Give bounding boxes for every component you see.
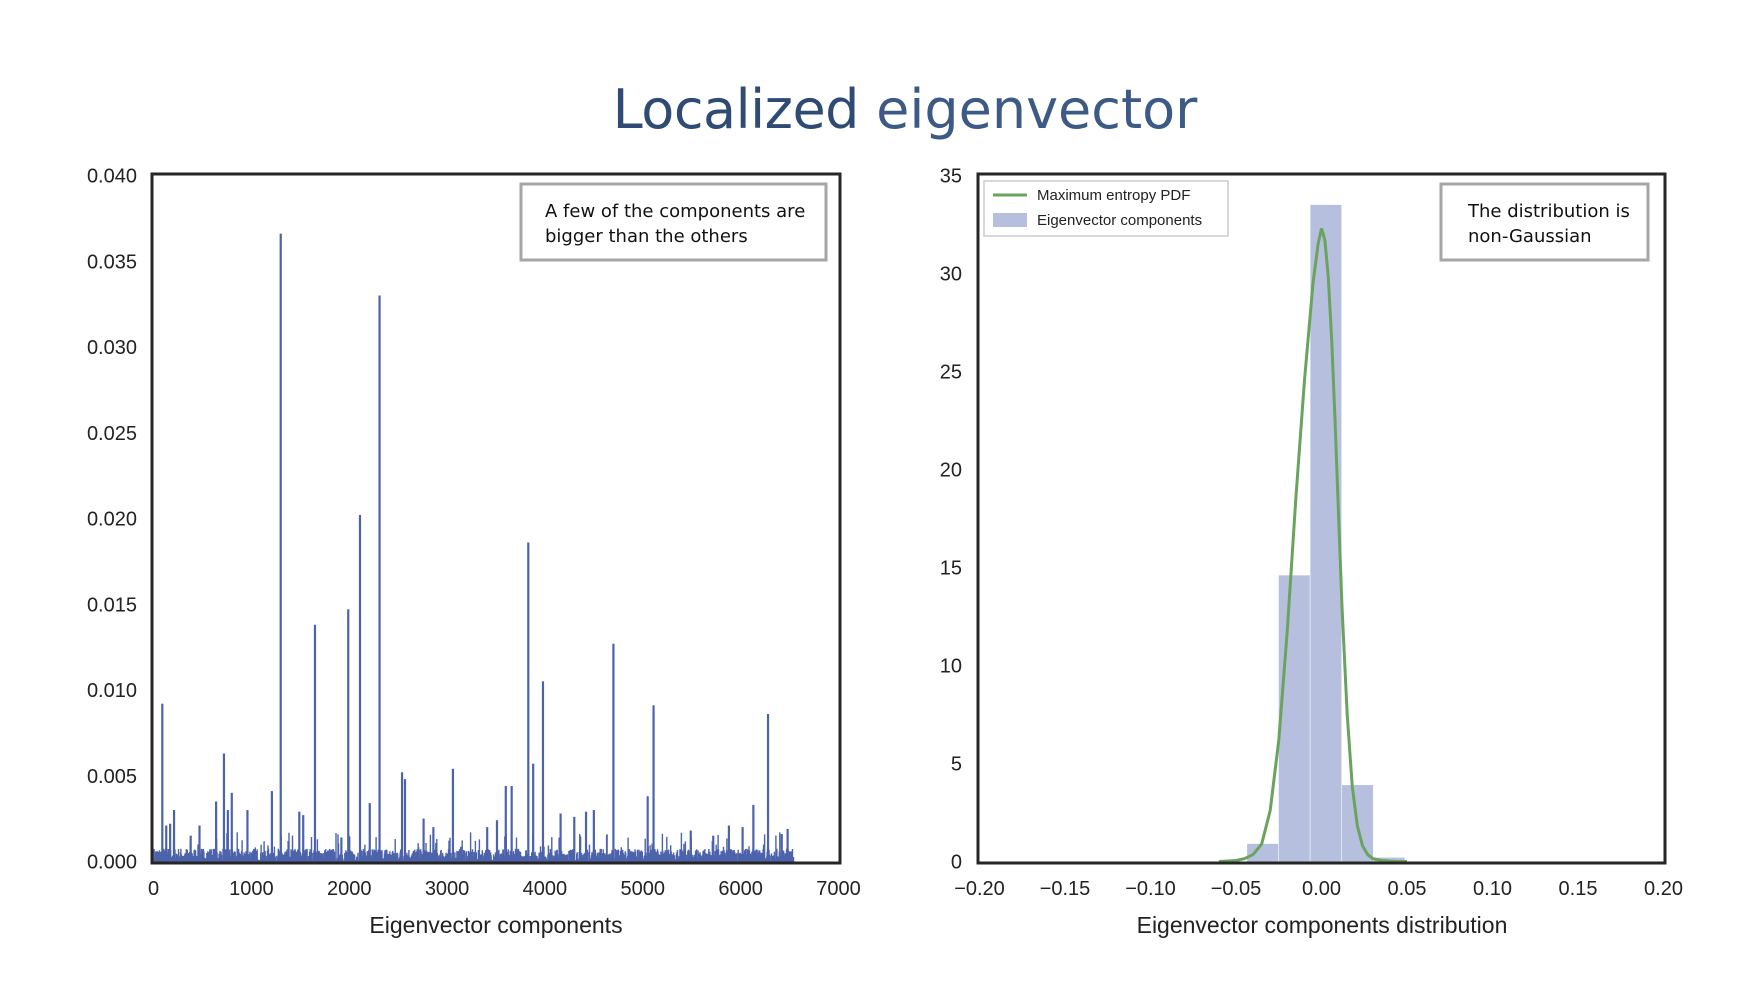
left-annotation-line-1: A few of the components are [545, 201, 805, 222]
title-strong: Localized [612, 78, 860, 141]
pdf-curve [1218, 227, 1407, 863]
right-x-tick-label: −0.20 [954, 878, 1005, 900]
right-y-tick-label: 10 [940, 656, 962, 678]
histogram-bar [1247, 843, 1279, 862]
right-y-tick-label: 5 [951, 754, 962, 776]
left-x-tick-label: 0 [148, 878, 159, 900]
left-x-tick-label: 5000 [621, 878, 666, 900]
legend-hist-label: Eigenvector components [1037, 212, 1202, 229]
left-y-tick-label: 0.030 [87, 337, 137, 359]
left-y-tick-label: 0.000 [87, 852, 137, 874]
right-y-tick-label: 25 [940, 362, 962, 384]
right-plot-frame [976, 172, 1667, 865]
left-x-tick-label: 2000 [327, 878, 372, 900]
right-x-tick-label: −0.05 [1211, 878, 1262, 900]
right-x-tick-label: 0.00 [1302, 878, 1341, 900]
histogram-bar [1373, 857, 1405, 862]
left-y-tick-label: 0.020 [87, 509, 137, 531]
left-y-tick-label: 0.025 [87, 423, 137, 445]
right-x-tick-label: 0.10 [1473, 878, 1512, 900]
left-y-tick-label: 0.040 [87, 166, 137, 188]
right-annotation-line-2: non-Gaussian [1468, 226, 1592, 247]
right-x-tick-label: 0.20 [1644, 878, 1683, 900]
right-y-tick-label: 35 [940, 166, 962, 188]
left-y-ticks: 0.000 0.005 0.010 0.015 0.020 0.025 0.030 0.035… [87, 166, 137, 874]
right-plot: 0 5 10 15 20 25 30 35 −0.20 −0.15 −0.10 −0.05 0.00 0… [940, 166, 1683, 939]
legend-pdf-label: Maximum entropy PDF [1037, 187, 1190, 204]
legend: Maximum entropy PDF Eigenvector componen… [983, 180, 1229, 237]
right-x-ticks: −0.20 −0.15 −0.10 −0.05 0.00 0.05 0.10 0.15 0.20 [954, 878, 1683, 900]
histogram-bar [1310, 204, 1342, 862]
left-plot-frame [150, 172, 842, 865]
left-x-ticks: 0 1000 2000 3000 4000 5000 6000 7000 [148, 878, 861, 900]
right-x-tick-label: −0.10 [1125, 878, 1176, 900]
left-y-tick-label: 0.010 [87, 680, 137, 702]
left-x-tick-label: 4000 [523, 878, 568, 900]
left-x-tick-label: 7000 [816, 878, 861, 900]
title-light: eigenvector [858, 78, 1198, 141]
left-y-tick-label: 0.035 [87, 251, 137, 273]
legend-hist-swatch [993, 213, 1027, 227]
left-x-tick-label: 1000 [229, 878, 274, 900]
right-y-ticks: 0 5 10 15 20 25 30 35 [940, 166, 962, 874]
left-y-tick-label: 0.015 [87, 594, 137, 616]
left-x-tick-label: 3000 [425, 878, 470, 900]
right-y-tick-label: 20 [940, 460, 962, 482]
right-x-tick-label: −0.15 [1040, 878, 1091, 900]
right-y-tick-label: 0 [951, 852, 962, 874]
right-y-tick-label: 15 [940, 558, 962, 580]
right-annotation-line-1: The distribution is [1467, 201, 1630, 222]
right-y-tick-label: 30 [940, 264, 962, 286]
left-plot: 0.000 0.005 0.010 0.015 0.020 0.025 0.030 0.035… [87, 166, 861, 939]
right-x-tick-label: 0.15 [1559, 878, 1598, 900]
right-histogram [1247, 204, 1405, 862]
left-x-tick-label: 6000 [718, 878, 763, 900]
left-y-tick-label: 0.005 [87, 766, 137, 788]
left-series [153, 233, 795, 862]
right-annotation-box [1439, 182, 1650, 262]
slide-title: Localized eigenvector [0, 78, 1750, 141]
left-annotation-box [519, 182, 828, 262]
right-x-tick-label: 0.05 [1388, 878, 1427, 900]
left-series-line [153, 233, 795, 862]
left-annotation-line-2: bigger than the others [545, 226, 748, 247]
right-x-axis-label: Eigenvector components distribution [1137, 912, 1508, 938]
left-x-axis-label: Eigenvector components [369, 912, 622, 938]
histogram-bar [1278, 575, 1310, 862]
